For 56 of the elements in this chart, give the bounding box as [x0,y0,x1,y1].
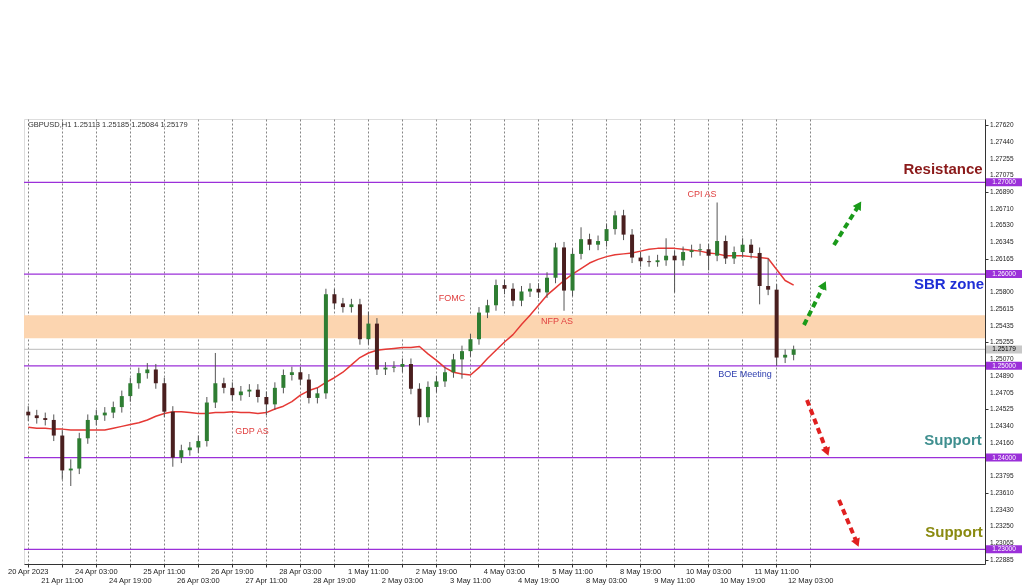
candlestick [783,348,788,364]
candlestick [85,413,90,445]
candlestick [332,288,337,310]
candlestick [519,285,524,307]
candlestick [281,368,286,394]
candlestick [272,381,277,411]
candlestick [613,210,618,236]
annotation: BOE Meeting [718,368,772,379]
candlestick [485,299,490,319]
candlestick [51,413,56,442]
candlestick [766,257,771,296]
candlestick [596,235,601,251]
candlestick [630,228,635,264]
candlestick [706,243,711,271]
candlestick [442,366,447,388]
candlestick [340,297,345,314]
annotation: Support [925,523,983,541]
annotation: FOMC [438,293,466,304]
candlestick [604,223,609,248]
candlestick [740,237,745,259]
candlestick [749,238,754,259]
annotation: GDP AS [235,426,269,437]
candlestick [136,367,141,390]
candlestick [366,311,371,346]
candlestick [459,345,464,380]
candlestick [621,209,626,241]
candlestick [153,363,158,390]
annotation: NFP AS [541,315,573,326]
candlestick [681,246,686,267]
candlestick [723,235,728,265]
candlestick [298,366,303,386]
annotation: Support [924,430,982,448]
annotation: Resistance [903,160,983,178]
candlestick [647,255,652,268]
candlestick [213,352,218,409]
candlestick [468,333,473,358]
candlestick [451,353,456,379]
candlestick [264,391,269,416]
annotation: SBR zone [913,274,985,292]
candlestick [179,444,184,464]
candlestick [128,377,133,403]
candlestick [230,381,235,402]
candlestick [306,373,311,404]
candlestick [391,360,396,373]
candlestick [715,201,720,262]
candlestick [255,383,260,404]
candlestick [545,271,550,299]
annotation: CPI AS [687,188,717,199]
candlestick [511,282,515,307]
candlestick [119,390,124,414]
candlestick [698,243,703,257]
candlestick [289,366,294,381]
candlestick [221,377,226,394]
candlestick [494,279,498,312]
candlestick [732,246,737,265]
candlestick [579,226,584,260]
